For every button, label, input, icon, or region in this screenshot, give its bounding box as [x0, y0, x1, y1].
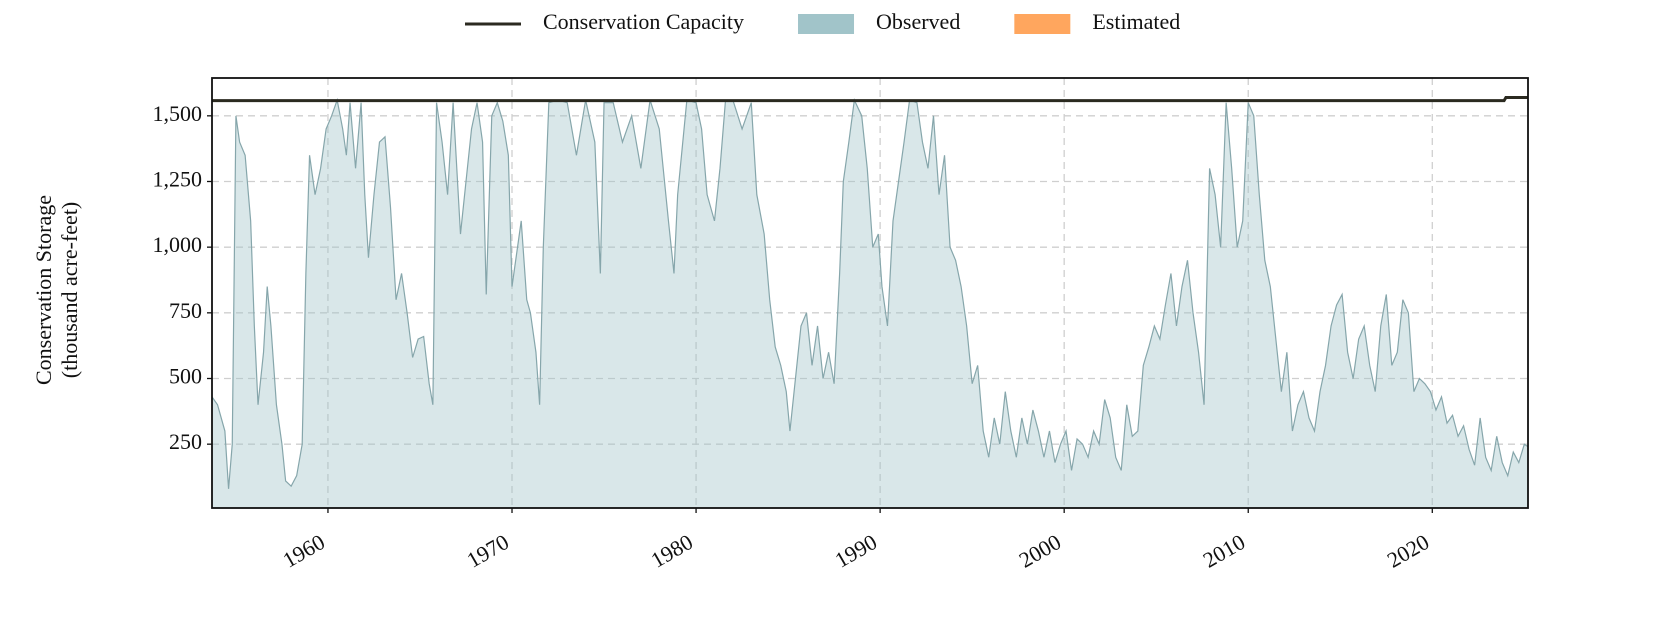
y-tick-label: 1,000 [153, 232, 203, 257]
legend-patch [1014, 14, 1071, 34]
y-axis-title: Conservation Storage (thousand acre-feet… [31, 195, 82, 385]
legend-label: Estimated [1092, 9, 1180, 34]
y-tick-label: 750 [169, 298, 202, 323]
legend-patch [798, 14, 855, 34]
y-tick-label: 500 [169, 364, 202, 389]
x-tick-label: 2000 [1015, 529, 1066, 573]
line [212, 95, 1528, 103]
legend-label: Observed [876, 9, 960, 34]
x-tick-label: 1960 [278, 529, 329, 573]
x-tick-label: 1970 [462, 529, 513, 573]
legend: Conservation Capacity Observed Estimated [465, 9, 1180, 34]
legend-label: Conservation Capacity [543, 9, 744, 34]
area-outline [212, 97, 1528, 489]
y-tick-label: 1,250 [153, 167, 203, 192]
y-axis-title-line: Conservation Storage [31, 195, 56, 385]
plot-frame [211, 77, 1529, 509]
x-tick-label: 2010 [1199, 529, 1250, 573]
y-tick-label: 250 [169, 429, 202, 454]
x-tick-label: 1990 [831, 529, 882, 573]
y-axis-title-line: (thousand acre-feet) [57, 202, 82, 379]
plot-area [212, 95, 1528, 508]
x-tick-label: 2020 [1383, 529, 1434, 573]
area [212, 100, 1528, 508]
x-tick-label: 1980 [646, 529, 697, 573]
y-tick-label: 1,500 [153, 101, 203, 126]
